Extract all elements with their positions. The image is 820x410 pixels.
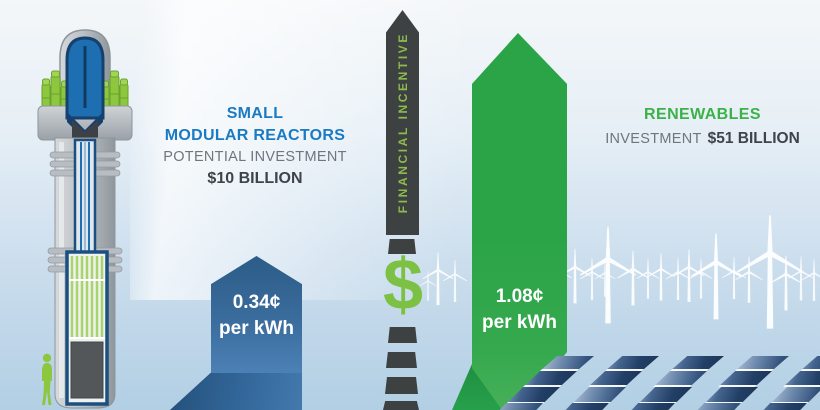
renewables-subtitle: INVESTMENT bbox=[605, 131, 702, 147]
incentive-dash bbox=[383, 401, 419, 410]
smr-rate-unit: per kWh bbox=[219, 318, 294, 339]
renewables-rate-value: 1.08¢ bbox=[495, 286, 544, 307]
incentive-dash bbox=[386, 352, 417, 368]
wind-turbine-icon bbox=[646, 253, 676, 301]
wind-turbine-icon bbox=[721, 256, 747, 299]
renewables-rate: 1.08¢ per kWh bbox=[472, 284, 567, 336]
person-scale-silhouette bbox=[42, 353, 52, 405]
incentive-dash bbox=[385, 377, 418, 394]
wind-turbine-icon bbox=[422, 252, 454, 305]
wind-turbine-icon bbox=[442, 259, 468, 302]
smr-rate-value: 0.34¢ bbox=[232, 292, 281, 313]
smr-text-block: SMALL MODULAR REACTORS POTENTIAL INVESTM… bbox=[145, 103, 365, 190]
incentive-dash bbox=[388, 327, 417, 343]
financial-incentive-label: FINANCIAL INCENTIVE bbox=[395, 31, 410, 214]
reactor-core-block bbox=[70, 341, 104, 399]
wind-turbine-icon bbox=[635, 258, 661, 299]
smr-title-line2: MODULAR REACTORS bbox=[164, 127, 346, 144]
renewables-text-block: RENEWABLES INVESTMENT $51 BILLION bbox=[585, 104, 820, 150]
wind-turbine-icon bbox=[616, 250, 650, 306]
wind-turbine-icon bbox=[769, 255, 803, 311]
renewables-amount: $51 BILLION bbox=[707, 130, 800, 147]
financial-incentive-arrow: FINANCIAL INCENTIVE bbox=[386, 10, 419, 235]
renewables-title: RENEWABLES bbox=[644, 106, 761, 123]
wind-turbine-icon bbox=[735, 214, 805, 329]
renewables-rate-arrow bbox=[472, 33, 567, 410]
dollar-icon: $ bbox=[382, 245, 424, 325]
smr-title-line1: SMALL bbox=[226, 105, 284, 122]
wind-turbine-icon bbox=[665, 257, 691, 300]
smr-amount: $10 BILLION bbox=[207, 170, 303, 187]
wind-turbine-icon bbox=[801, 258, 820, 301]
smr-subtitle: POTENTIAL INVESTMENT bbox=[163, 149, 347, 165]
smr-reactor-illustration bbox=[37, 29, 133, 409]
renewables-rate-unit: per kWh bbox=[482, 312, 557, 333]
